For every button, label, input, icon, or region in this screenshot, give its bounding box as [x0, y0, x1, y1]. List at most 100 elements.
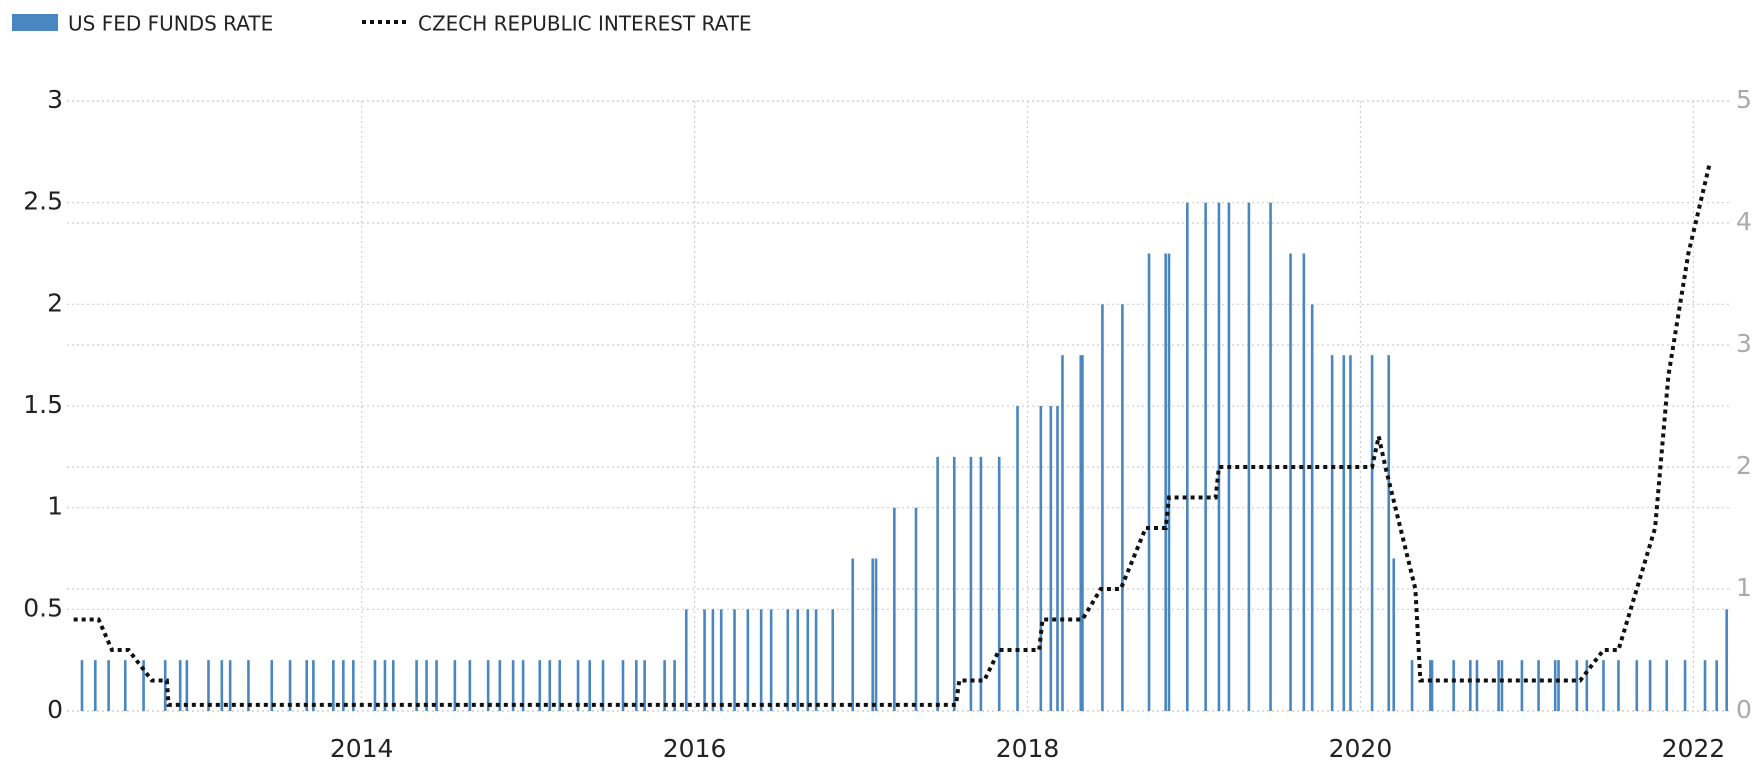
y-tick-label: 2 [47, 288, 63, 317]
bar [373, 660, 377, 711]
bar [952, 456, 956, 711]
bar [1247, 202, 1251, 711]
bar [1410, 660, 1414, 711]
y-tick-label: 2.5 [23, 187, 63, 216]
bar [1635, 660, 1639, 711]
bar [914, 507, 918, 711]
bar [163, 660, 167, 711]
bar [1469, 660, 1472, 711]
line [73, 161, 1712, 707]
bar [1079, 355, 1083, 711]
bar [142, 660, 145, 711]
x-tick-label: 2018 [996, 734, 1060, 763]
bar [1101, 304, 1104, 711]
bar [538, 660, 542, 711]
bar [1302, 253, 1306, 711]
bar [270, 660, 274, 711]
bar [352, 660, 355, 711]
bar [1186, 202, 1189, 711]
bar [1429, 660, 1432, 711]
bar [1452, 660, 1455, 711]
bar [486, 660, 490, 711]
legend-label: US FED FUNDS RATE [68, 12, 273, 36]
bar [1430, 660, 1434, 711]
bar [673, 660, 676, 711]
bar [806, 609, 810, 711]
y2-tick-label: 4 [1736, 207, 1752, 236]
bar [305, 660, 309, 711]
bar [435, 660, 438, 711]
bar [185, 660, 189, 711]
bar [1725, 609, 1728, 711]
legend-label: CZECH REPUBLIC INTEREST RATE [418, 12, 752, 36]
bar [415, 660, 418, 711]
bar [1387, 355, 1391, 711]
bar [80, 660, 84, 711]
bar [1164, 253, 1167, 711]
x-tick-label: 2014 [330, 734, 394, 763]
bar [1370, 355, 1374, 711]
y2-tick-label: 2 [1736, 451, 1752, 480]
bar [601, 660, 605, 711]
bar [1537, 660, 1540, 711]
bar [936, 456, 939, 711]
bar [1575, 660, 1579, 711]
bar [342, 660, 345, 711]
y2-tick-label: 1 [1736, 573, 1752, 602]
bar [1081, 355, 1084, 711]
y-tick-label: 1.5 [23, 390, 63, 419]
y-tick-label: 1 [47, 492, 63, 521]
bar [1167, 253, 1171, 711]
bar [391, 660, 395, 711]
y-tick-label: 0 [47, 695, 63, 724]
y2-tick-label: 3 [1736, 329, 1752, 358]
bar [851, 558, 855, 711]
y-tick-label: 3 [47, 85, 63, 114]
bar [1330, 355, 1334, 711]
bar [621, 660, 625, 711]
bar [1520, 660, 1524, 711]
bar [1585, 660, 1589, 711]
bar [1617, 660, 1620, 711]
bar [288, 660, 292, 711]
bar [1056, 406, 1059, 711]
bar [1310, 304, 1314, 711]
bar [1497, 660, 1500, 711]
bar [769, 609, 773, 711]
bar [1049, 406, 1053, 711]
bar [1715, 660, 1718, 711]
bar [703, 609, 706, 711]
x-tick-label: 2020 [1329, 734, 1393, 763]
bar [1602, 660, 1605, 711]
bar [178, 660, 182, 711]
bar [1349, 355, 1352, 711]
bar [719, 609, 723, 711]
bar [588, 660, 592, 711]
bar [635, 660, 638, 711]
bar [548, 660, 552, 711]
bar [1121, 304, 1124, 711]
bar [1342, 355, 1346, 711]
bar [312, 660, 315, 711]
bar [1269, 202, 1272, 711]
bar [468, 660, 472, 711]
x-tick-label: 2022 [1662, 734, 1726, 763]
bar [1475, 660, 1479, 711]
bar [1227, 202, 1231, 711]
bar [1648, 660, 1652, 711]
bar [874, 558, 878, 711]
bar [814, 609, 818, 711]
y-tick-label: 0.5 [23, 593, 63, 622]
bar [684, 609, 688, 711]
bar [247, 660, 250, 711]
bar [871, 558, 874, 711]
bar [746, 609, 750, 711]
bar [1683, 660, 1687, 711]
bar [220, 660, 224, 711]
bar [759, 609, 763, 711]
bar [893, 507, 896, 711]
bar [1665, 660, 1669, 711]
bar [1500, 660, 1504, 711]
bar [1553, 660, 1557, 711]
